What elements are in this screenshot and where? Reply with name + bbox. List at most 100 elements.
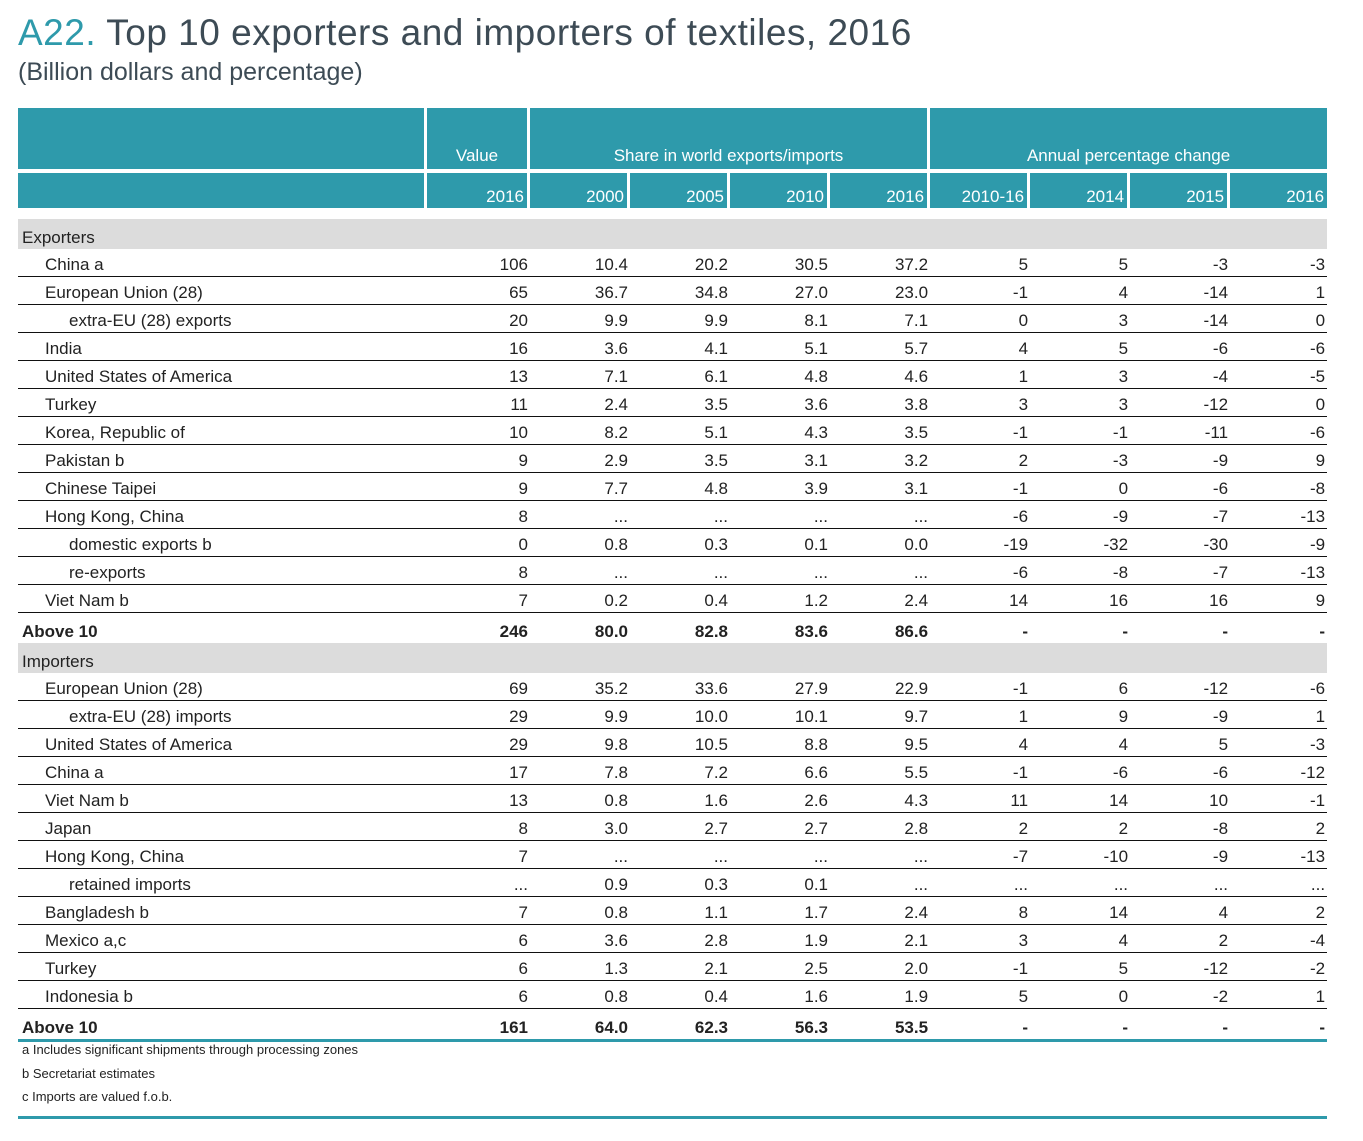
- row-value: 4.6: [830, 361, 931, 389]
- row-value: 0: [1030, 473, 1131, 501]
- row-value: 0.3: [630, 869, 730, 897]
- spacer-cell: [18, 212, 1327, 219]
- row-value: 2: [1030, 813, 1131, 841]
- footnote-b: b Secretariat estimates: [22, 1066, 155, 1081]
- row-value: 2.5: [730, 953, 830, 981]
- row-value: 0: [930, 305, 1031, 333]
- table-row: Indonesia b 6 0.8 0.4 1.6 1.9 5 0 -2 1: [18, 981, 1328, 1009]
- table-row: European Union (28) 65 36.7 34.8 27.0 23.0 -1 4…: [18, 277, 1328, 305]
- row-label: United States of America: [18, 361, 427, 389]
- row-value: 2.4: [530, 389, 630, 417]
- row-value: 7.7: [530, 473, 630, 501]
- row-label: European Union (28): [18, 673, 427, 701]
- row-value: 0.1: [730, 529, 830, 557]
- header-share: Share in world exports/imports: [530, 108, 931, 173]
- total-value: 86.6: [894, 622, 929, 641]
- row-value: ...: [530, 841, 630, 869]
- header-year: 2010: [730, 173, 830, 212]
- row-value: 5: [930, 249, 1031, 277]
- row-value: 1.2: [730, 585, 830, 613]
- row-label: Turkey: [18, 953, 427, 981]
- row-value: -3: [1130, 249, 1231, 277]
- row-label: Indonesia b: [18, 981, 427, 1009]
- row-value: -4: [1230, 925, 1328, 953]
- row-value: 8: [427, 813, 530, 841]
- total-value: 246: [499, 622, 528, 641]
- row-value: 8.1: [730, 305, 830, 333]
- row-value: 3.5: [630, 445, 730, 473]
- row-value: -3: [1230, 249, 1328, 277]
- row-value: 2: [1230, 813, 1328, 841]
- row-value: 0: [427, 529, 530, 557]
- row-value: -12: [1130, 389, 1231, 417]
- total-label: Above 10: [18, 1009, 427, 1042]
- row-value: ...: [830, 869, 931, 897]
- row-value: 14: [1030, 897, 1131, 925]
- row-value: -1: [930, 473, 1031, 501]
- row-value: -13: [1230, 841, 1328, 869]
- row-label: Chinese Taipei: [18, 473, 427, 501]
- row-value: 27.0: [730, 277, 830, 305]
- row-value: 2.1: [830, 925, 931, 953]
- section-header: Importers: [18, 643, 1328, 673]
- row-value: 1.9: [730, 925, 830, 953]
- total-value: 64.0: [530, 1009, 630, 1042]
- row-value: 5: [1030, 249, 1131, 277]
- row-value: 9: [427, 473, 530, 501]
- row-value: 5.5: [830, 757, 931, 785]
- row-value: 9.9: [530, 701, 630, 729]
- row-value: 2: [930, 445, 1031, 473]
- row-value: 9: [1230, 445, 1328, 473]
- title-text: Top 10 exporters and importers of textil…: [106, 12, 912, 53]
- total-value: -: [1130, 1009, 1231, 1042]
- row-value: 7: [427, 897, 530, 925]
- row-value: 8.2: [530, 417, 630, 445]
- row-value: 0.8: [530, 897, 630, 925]
- row-value: -7: [1130, 557, 1231, 585]
- total-value: 80.0: [594, 622, 628, 641]
- row-value: 29: [427, 701, 530, 729]
- total-value: -: [1030, 1009, 1131, 1042]
- row-value: 1.9: [830, 981, 931, 1009]
- row-value: 16: [1130, 585, 1231, 613]
- row-value: 8: [930, 897, 1031, 925]
- row-value: -4: [1130, 361, 1231, 389]
- row-value: 8: [427, 501, 530, 529]
- total-row: Above 10 161 64.0 62.3 56.3 53.5- - - -: [18, 1009, 1328, 1042]
- row-value: 5: [1030, 953, 1131, 981]
- row-value: ...: [530, 557, 630, 585]
- row-value: -30: [1130, 529, 1231, 557]
- row-value: ...: [530, 501, 630, 529]
- row-value: 4: [930, 333, 1031, 361]
- row-value: -13: [1230, 501, 1328, 529]
- row-value: 2.7: [630, 813, 730, 841]
- row-value: -3: [1030, 445, 1131, 473]
- row-label: European Union (28): [18, 277, 427, 305]
- row-value: 5.1: [630, 417, 730, 445]
- row-value: -2: [1130, 981, 1231, 1009]
- row-value: 1: [1230, 701, 1328, 729]
- row-value: 7.1: [530, 361, 630, 389]
- row-value: 36.7: [530, 277, 630, 305]
- row-value: 27.9: [730, 673, 830, 701]
- header-annual-change: Annual percentage change: [930, 108, 1328, 173]
- spacer: [18, 212, 1327, 219]
- row-value: -1: [1230, 785, 1328, 813]
- header-year: 2015: [1130, 173, 1231, 212]
- row-label: India: [18, 333, 427, 361]
- total-value: 82.8: [694, 622, 728, 641]
- row-value: 1.3: [530, 953, 630, 981]
- row-value: ...: [630, 501, 730, 529]
- row-value: -1: [930, 673, 1031, 701]
- row-value: 30.5: [730, 249, 830, 277]
- table-row: Mexico a,c 6 3.6 2.8 1.9 2.1 3 4 2 -4: [18, 925, 1328, 953]
- row-value: 0.8: [530, 785, 630, 813]
- row-value: 2: [930, 813, 1031, 841]
- row-value: 20.2: [630, 249, 730, 277]
- row-label: retained imports: [18, 869, 427, 897]
- section-header: Exporters: [18, 219, 1328, 249]
- row-label: Bangladesh b: [18, 897, 427, 925]
- table-row: China a 17 7.8 7.2 6.6 5.5 -1 -6 -6 -12: [18, 757, 1328, 785]
- section-label: Importers: [18, 643, 1328, 673]
- row-value: 9: [1030, 701, 1131, 729]
